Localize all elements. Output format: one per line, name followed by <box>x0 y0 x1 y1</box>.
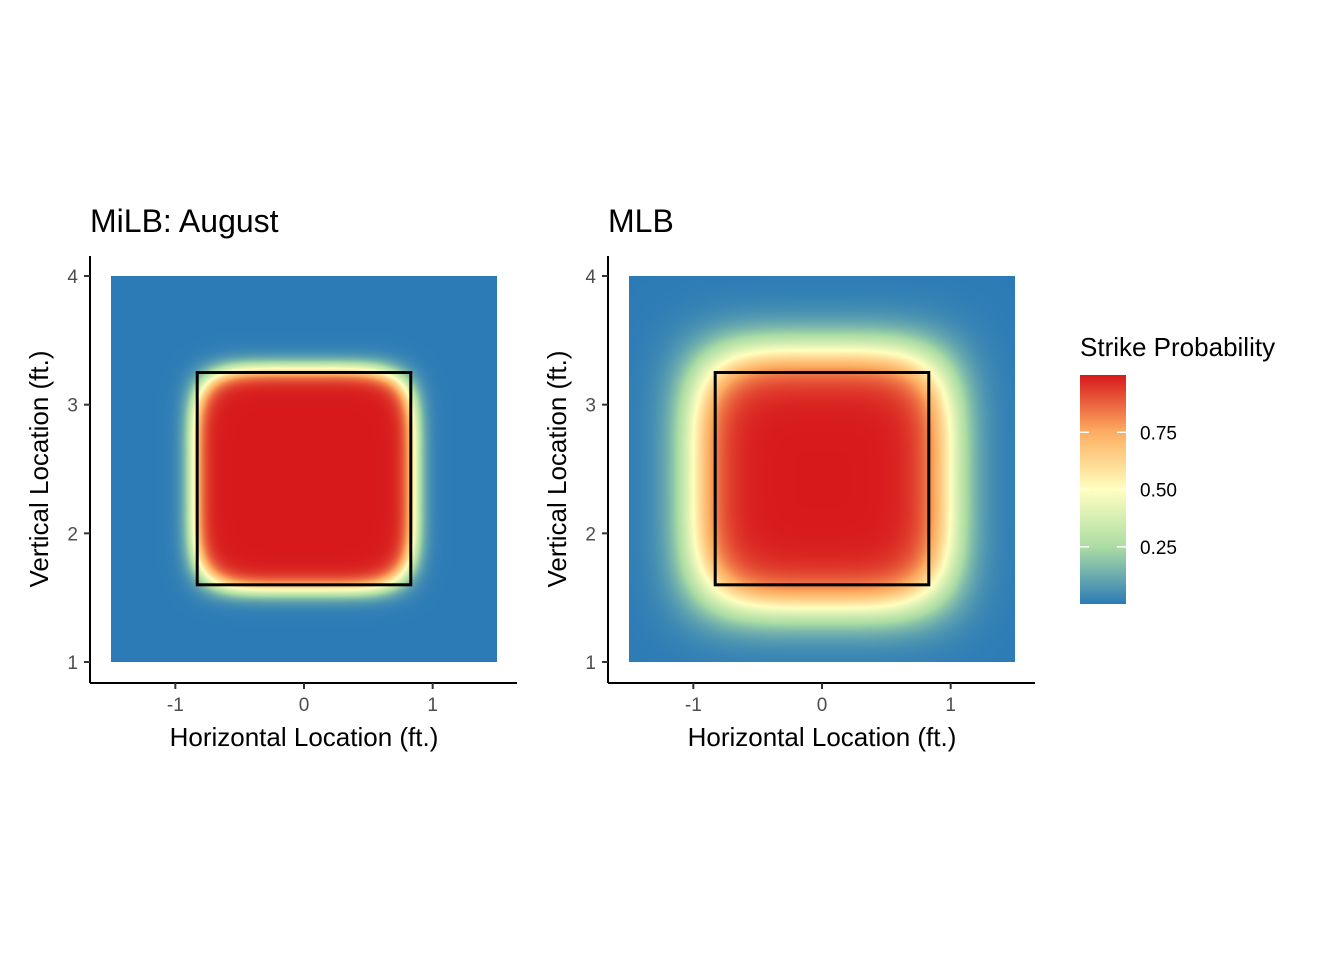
x-tick-label: 0 <box>817 695 828 716</box>
y-tick-label: 3 <box>67 396 78 417</box>
y-axis-title: Vertical Location (ft.) <box>24 351 54 588</box>
x-tick-label: 1 <box>427 695 438 716</box>
y-tick-label: 4 <box>585 267 596 288</box>
legend: Strike Probability 0.25 0.50 0.75 <box>1080 332 1275 604</box>
panel-title: MLB <box>608 203 674 239</box>
legend-label: 0.75 <box>1140 423 1177 444</box>
x-axis-title: Horizontal Location (ft.) <box>688 722 957 752</box>
legend-label: 0.25 <box>1140 538 1177 559</box>
y-tick-label: 1 <box>585 653 596 674</box>
x-tick-label: -1 <box>685 695 702 716</box>
y-tick-label: 2 <box>67 524 78 545</box>
x-axis-title: Horizontal Location (ft.) <box>170 722 439 752</box>
y-tick-label: 3 <box>585 396 596 417</box>
panel-milb: MiLB: August 1 2 3 4 -1 0 1 Horizontal L… <box>24 203 517 752</box>
y-tick-label: 2 <box>585 524 596 545</box>
heatmap-area <box>111 276 497 662</box>
strike-zone-box <box>195 371 413 587</box>
x-tick-label: -1 <box>167 695 184 716</box>
y-axis-title: Vertical Location (ft.) <box>542 351 572 588</box>
panel-mlb: MLB 1 2 3 4 -1 0 1 Horizontal Location (… <box>542 203 1035 752</box>
legend-label: 0.50 <box>1140 481 1177 502</box>
legend-title: Strike Probability <box>1080 332 1275 362</box>
strike-zone-box <box>713 371 931 587</box>
x-tick-label: 1 <box>945 695 956 716</box>
y-tick-label: 4 <box>67 267 78 288</box>
x-tick-label: 0 <box>299 695 310 716</box>
heatmap-area <box>629 276 1015 662</box>
panel-title: MiLB: August <box>90 203 279 239</box>
y-tick-label: 1 <box>67 653 78 674</box>
